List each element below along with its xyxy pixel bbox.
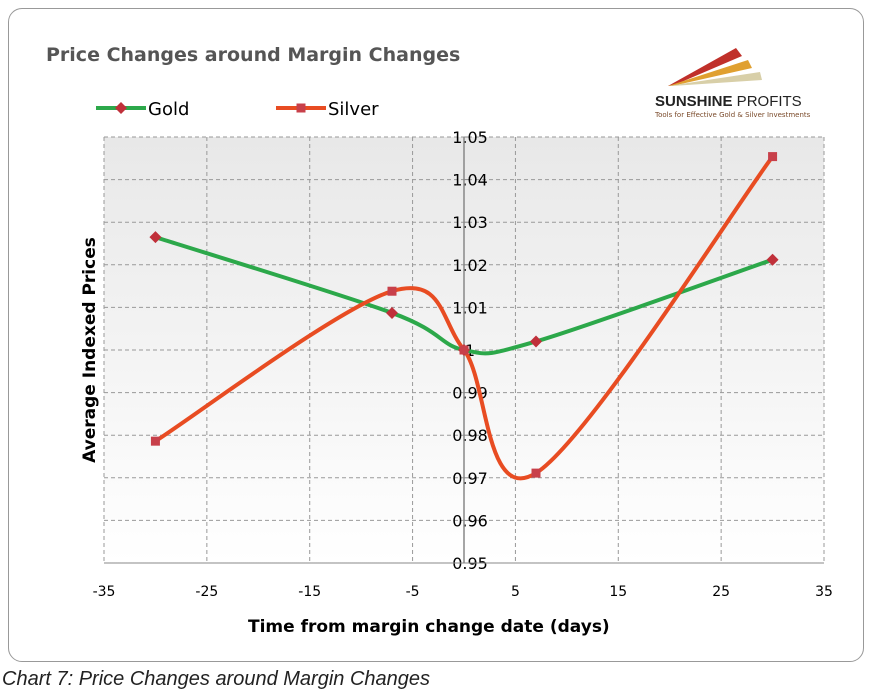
silver-point <box>531 468 541 478</box>
x-tick-label: 35 <box>815 584 833 600</box>
silver-point <box>459 345 469 355</box>
legend-label-silver: Silver <box>328 99 379 120</box>
y-tick-label: 0.97 <box>452 469 488 488</box>
y-tick-label: 1.05 <box>452 128 488 147</box>
legend-marker-gold <box>115 102 127 114</box>
x-tick-label: -35 <box>93 584 116 600</box>
x-axis-label: Time from margin change date (days) <box>248 617 610 637</box>
logo-name: SUNSHINE PROFITS <box>655 93 802 110</box>
y-tick-label: 1.03 <box>452 213 488 232</box>
legend-label-gold: Gold <box>148 99 189 120</box>
y-axis-label: Average Indexed Prices <box>80 237 100 463</box>
silver-point <box>768 152 778 162</box>
chart-title: Price Changes around Margin Changes <box>46 44 461 66</box>
logo-mark <box>668 48 762 86</box>
y-tick-label: 1.04 <box>452 171 488 190</box>
y-tick-label: 0.98 <box>452 426 488 445</box>
x-tick-label: -25 <box>195 584 218 600</box>
x-tick-label: 15 <box>609 584 627 600</box>
silver-point <box>150 436 160 446</box>
y-tick-label: 0.96 <box>452 511 488 530</box>
logo-tagline: Tools for Effective Gold & Silver Invest… <box>655 111 811 119</box>
gold-point <box>530 335 542 348</box>
y-tick-label: 1.02 <box>452 256 488 275</box>
legend-marker-silver <box>296 103 306 113</box>
chart-caption: Chart 7: Price Changes around Margin Cha… <box>2 668 431 690</box>
x-tick-label: -15 <box>298 584 321 600</box>
gold-point <box>386 306 398 319</box>
silver-point <box>387 286 397 296</box>
x-tick-label: 5 <box>511 584 520 600</box>
y-tick-label: 1.01 <box>452 298 488 317</box>
x-tick-label: 25 <box>712 584 730 600</box>
gold-point <box>766 253 779 266</box>
chart-frame <box>8 8 864 662</box>
gold-point <box>149 231 162 244</box>
x-tick-label: -5 <box>406 584 420 600</box>
series-line-silver <box>154 155 775 481</box>
